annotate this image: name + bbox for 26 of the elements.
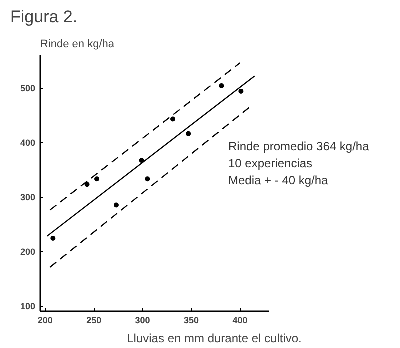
y-tick-label: 500	[20, 84, 36, 94]
y-tick-label: 100	[20, 302, 36, 312]
point	[170, 116, 176, 122]
annotation: 10 experiencias	[228, 156, 313, 170]
x-axis-title: Lluvias en mm durante el cultivo.	[127, 332, 302, 346]
chart-title: Figura 2.	[10, 8, 78, 26]
y-tick-label: 400	[20, 138, 36, 148]
x-tick-label: 300	[135, 316, 150, 326]
point	[186, 131, 192, 136]
annotation: Media + - 40 kg/ha	[228, 174, 329, 188]
point	[139, 158, 144, 164]
point	[238, 88, 244, 94]
point	[114, 202, 119, 208]
annotation: Rinde promedio 364 kg/ha	[228, 140, 370, 154]
point	[219, 84, 224, 88]
x-tick-label: 350	[184, 316, 200, 326]
point	[50, 236, 56, 242]
y-tick-label: 200	[20, 247, 36, 258]
y-tick-label: 300	[20, 192, 36, 203]
point	[145, 176, 150, 182]
point	[84, 182, 90, 188]
point	[94, 176, 100, 182]
x-tick-label: 400	[232, 316, 248, 326]
x-tick-label: 200	[38, 316, 53, 326]
x-tick-label: 250	[86, 316, 102, 326]
y-axis-title: Rinde en kg/ha	[40, 38, 116, 50]
